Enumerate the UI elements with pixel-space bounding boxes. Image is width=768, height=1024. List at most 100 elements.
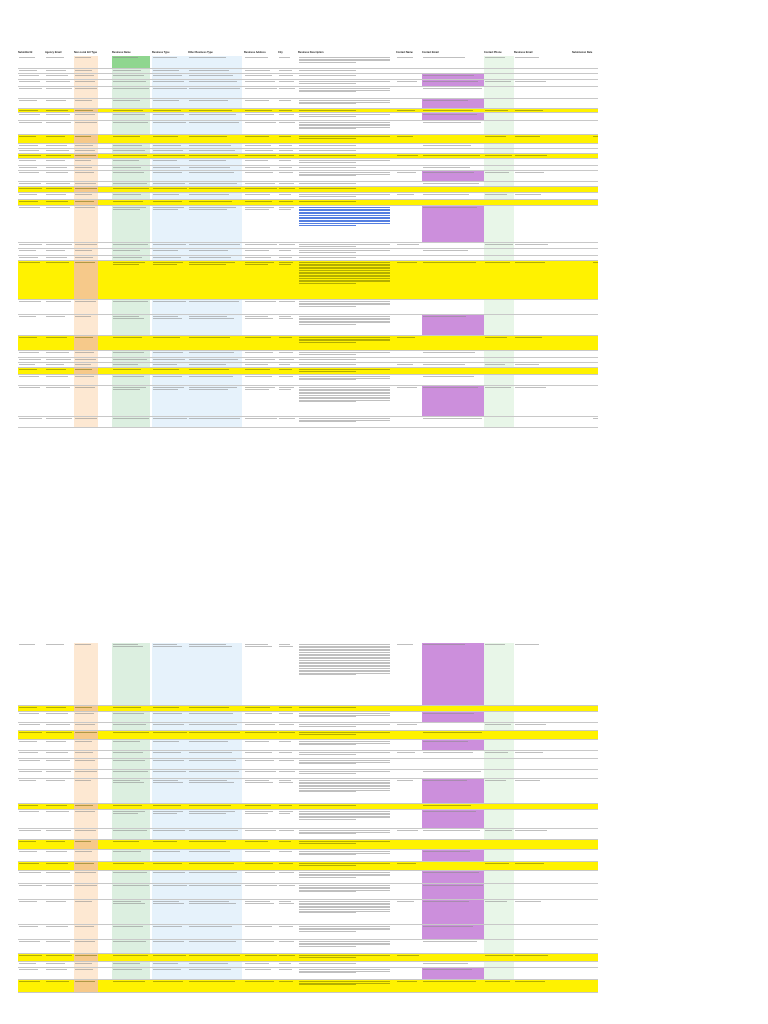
table-cell xyxy=(484,925,514,939)
table-cell xyxy=(298,770,394,778)
table-cell xyxy=(422,968,484,979)
table-cell xyxy=(514,149,550,153)
column-header: Business Address xyxy=(244,51,266,54)
table-cell xyxy=(188,862,242,870)
table-cell xyxy=(572,751,598,758)
column-header: Submittal Id xyxy=(18,51,33,54)
table-cell xyxy=(18,706,43,711)
table-cell xyxy=(422,363,484,367)
table-cell xyxy=(484,99,514,108)
table-cell xyxy=(278,99,296,108)
table-cell xyxy=(188,417,242,427)
table-cell xyxy=(396,200,420,205)
table-cell xyxy=(45,249,73,255)
table-cell xyxy=(514,300,550,314)
table-cell xyxy=(188,249,242,255)
table-cell xyxy=(278,375,296,385)
table-cell xyxy=(396,954,420,961)
table-cell xyxy=(298,871,394,883)
table-cell xyxy=(572,74,598,79)
table-cell xyxy=(422,706,484,711)
table-cell xyxy=(45,940,73,953)
table-cell xyxy=(74,351,98,357)
table-cell xyxy=(244,850,278,861)
table-cell xyxy=(484,375,514,385)
table-cell xyxy=(514,643,550,705)
table-cell xyxy=(74,193,98,199)
table-cell xyxy=(396,256,420,260)
table-cell xyxy=(298,804,394,809)
table-cell xyxy=(396,862,420,870)
column-header-row: Submittal Id Agency Email Non-Local Intl T… xyxy=(18,50,598,56)
table-cell xyxy=(396,900,420,924)
table-cell xyxy=(572,200,598,205)
table-cell xyxy=(74,968,98,979)
table-row xyxy=(18,731,598,740)
table-cell xyxy=(572,121,598,134)
table-row xyxy=(18,417,598,428)
table-cell xyxy=(422,723,484,730)
table-cell xyxy=(514,386,550,416)
table-row xyxy=(18,159,598,166)
table-cell xyxy=(45,962,73,967)
column-header: Contact Email xyxy=(422,51,439,54)
table-cell xyxy=(112,871,150,883)
table-cell xyxy=(514,206,550,242)
table-cell xyxy=(422,759,484,769)
table-cell xyxy=(244,69,278,73)
table-cell xyxy=(298,256,394,260)
table-cell xyxy=(74,417,98,427)
table-cell xyxy=(188,336,242,350)
table-cell xyxy=(45,954,73,961)
table-cell xyxy=(484,166,514,170)
table-cell xyxy=(112,166,150,170)
table-cell xyxy=(396,850,420,861)
table-cell xyxy=(514,166,550,170)
table-cell xyxy=(572,386,598,416)
table-cell xyxy=(396,980,420,992)
table-cell xyxy=(45,386,73,416)
table-row xyxy=(18,829,598,840)
table-cell xyxy=(422,144,484,148)
table-cell xyxy=(572,884,598,899)
table-cell xyxy=(188,706,242,711)
table-cell xyxy=(18,109,43,112)
table-cell xyxy=(188,925,242,939)
table-cell xyxy=(422,980,484,992)
table-cell xyxy=(572,182,598,186)
table-cell xyxy=(112,751,150,758)
table-cell xyxy=(396,723,420,730)
table-cell xyxy=(396,249,420,255)
table-cell xyxy=(152,954,188,961)
table-cell xyxy=(484,351,514,357)
table-cell xyxy=(514,109,550,112)
table-cell xyxy=(514,368,550,374)
table-cell xyxy=(152,871,188,883)
table-cell xyxy=(244,968,278,979)
table-row xyxy=(18,109,598,113)
table-cell xyxy=(422,386,484,416)
table-cell xyxy=(572,159,598,165)
table-cell xyxy=(45,109,73,112)
table-cell xyxy=(188,200,242,205)
table-cell xyxy=(244,351,278,357)
table-cell xyxy=(422,80,484,86)
table-cell xyxy=(298,751,394,758)
table-cell xyxy=(188,759,242,769)
table-cell xyxy=(74,56,98,68)
table-cell xyxy=(112,840,150,849)
table-cell xyxy=(112,80,150,86)
table-cell xyxy=(244,804,278,809)
table-cell xyxy=(112,954,150,961)
table-cell xyxy=(188,171,242,181)
table-cell xyxy=(18,69,43,73)
table-cell xyxy=(188,386,242,416)
table-cell xyxy=(396,417,420,427)
table-cell xyxy=(572,417,598,427)
table-cell xyxy=(278,840,296,849)
table-cell xyxy=(188,80,242,86)
table-cell xyxy=(514,417,550,427)
table-cell xyxy=(572,336,598,350)
table-cell xyxy=(484,206,514,242)
table-cell xyxy=(152,840,188,849)
